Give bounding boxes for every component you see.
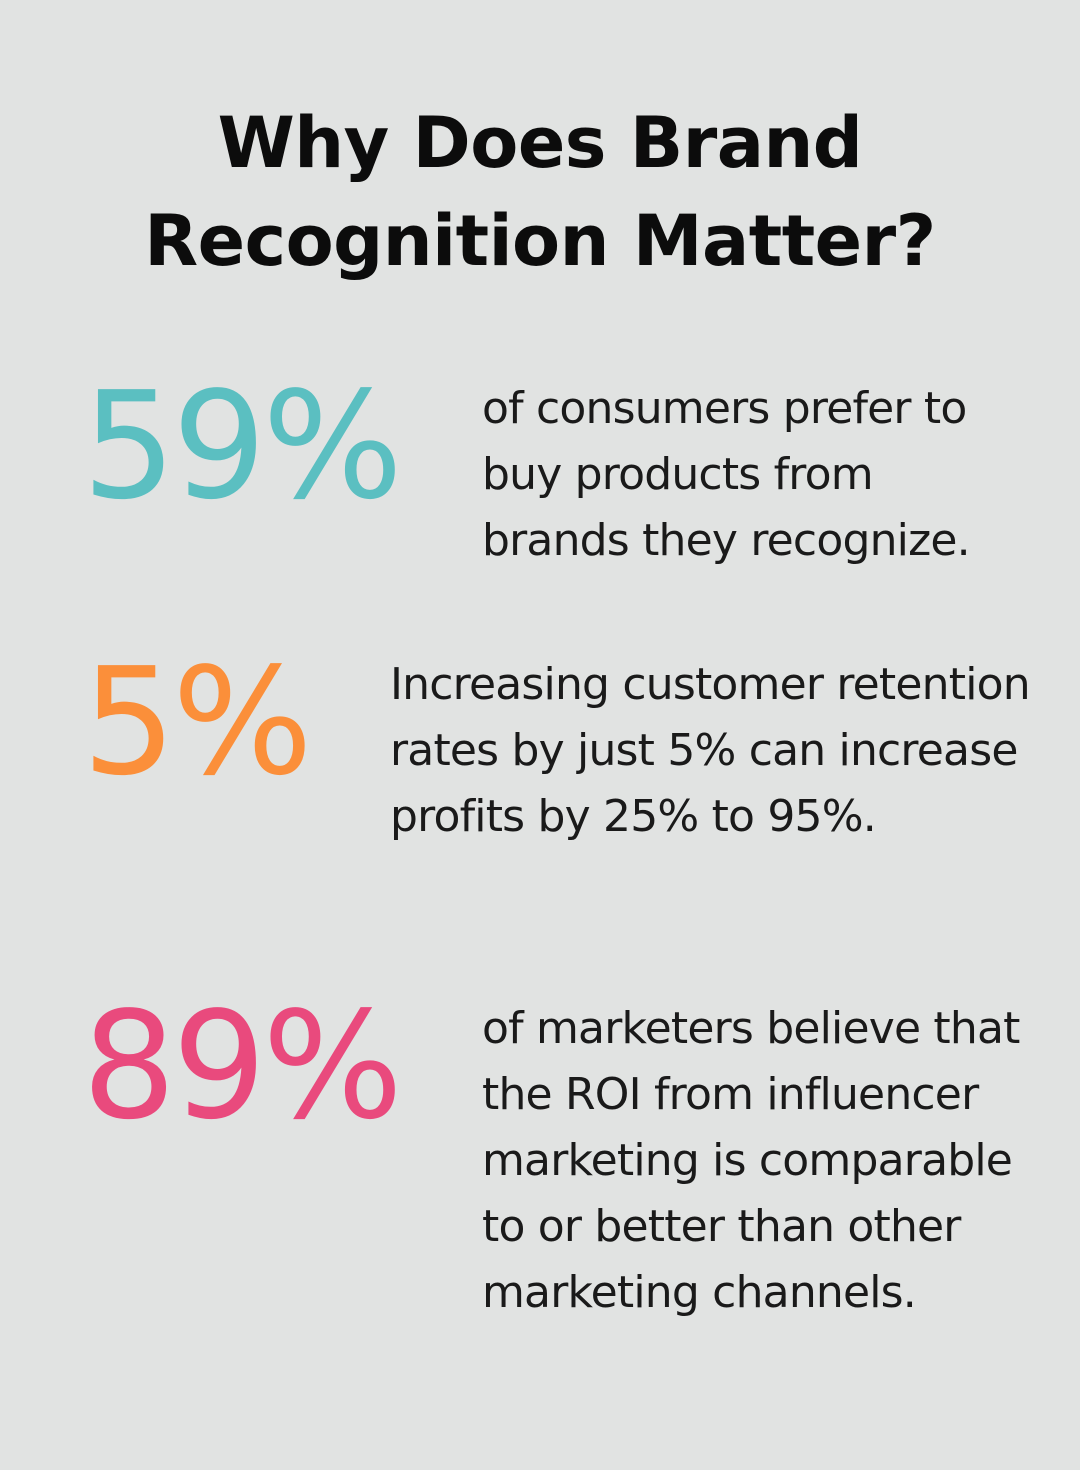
stat-description-marketers: of marketers believe that the ROI from i…: [482, 1003, 1020, 1318]
stat-value-5-percent: 5%: [82, 636, 313, 808]
stat-value-89-percent: 89%: [82, 980, 403, 1152]
page-title: Why Does Brand Recognition Matter?: [0, 94, 1080, 290]
page-title-line-1: Why Does Brand: [217, 102, 863, 184]
stat-value-59-percent: 59%: [82, 360, 403, 532]
stat-description-retention: Increasing customer retention rates by j…: [390, 659, 1031, 842]
page-title-line-2: Recognition Matter?: [144, 200, 936, 282]
stat-description-consumers: of consumers prefer to buy products from…: [482, 383, 971, 566]
